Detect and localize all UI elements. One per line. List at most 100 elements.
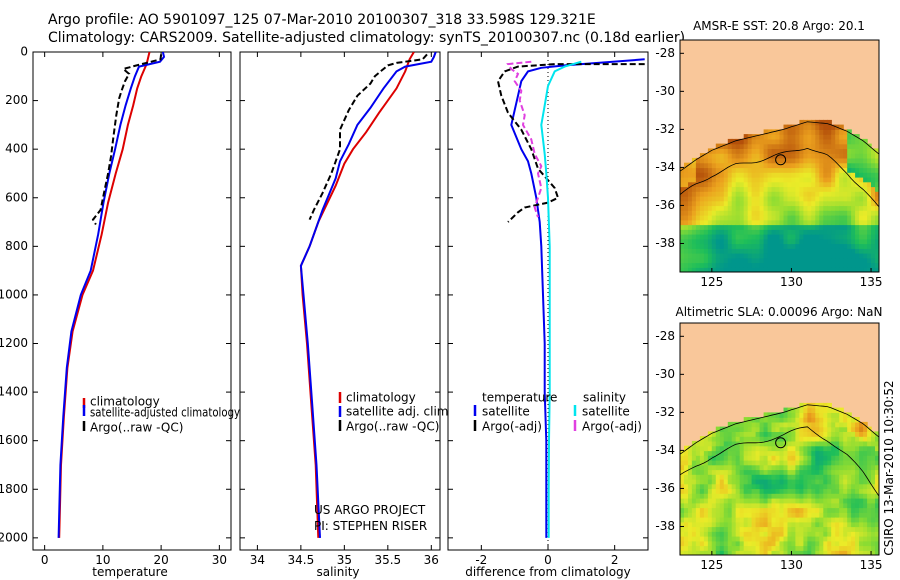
field-cell <box>695 267 701 272</box>
field-cell <box>835 162 840 169</box>
field-cell <box>851 459 856 466</box>
field-cell <box>703 536 709 542</box>
field-cell <box>779 502 785 509</box>
field-cell <box>707 267 713 272</box>
field-cell <box>759 191 765 197</box>
field-cell <box>707 224 713 230</box>
field-cell <box>847 176 852 183</box>
field-cell <box>839 176 844 183</box>
field-cell <box>731 526 737 532</box>
field-cell <box>755 521 761 528</box>
field-cell <box>835 421 840 428</box>
field-cell <box>859 431 864 437</box>
field-cell <box>839 488 844 494</box>
field-cell <box>755 512 761 518</box>
field-cell <box>759 134 765 140</box>
field-cell <box>707 502 713 509</box>
field-cell <box>803 134 808 140</box>
field-cell <box>811 200 816 207</box>
field-cell <box>851 243 856 249</box>
field-cell <box>759 162 765 169</box>
field-cell <box>771 459 777 466</box>
field-cell <box>763 498 769 504</box>
field-cell <box>775 253 781 259</box>
field-cell <box>807 521 812 528</box>
field-cell <box>695 186 701 192</box>
field-cell <box>759 512 765 518</box>
field-cell <box>703 167 709 173</box>
field-cell <box>783 526 789 532</box>
sla-map-title: Altimetric SLA: 0.00096 Argo: NaN <box>676 305 883 319</box>
field-cell <box>843 134 848 140</box>
field-cell <box>835 540 840 547</box>
field-cell <box>759 507 765 513</box>
field-cell <box>763 138 769 145</box>
field-cell <box>803 205 808 211</box>
field-cell <box>680 238 685 245</box>
field-cell <box>851 531 856 537</box>
field-cell <box>691 257 697 264</box>
field-cell <box>771 253 777 259</box>
field-cell <box>843 550 848 555</box>
field-cell <box>703 478 709 485</box>
field-cell <box>803 517 808 523</box>
field-cell <box>835 550 840 555</box>
field-cell <box>847 436 852 442</box>
field-cell <box>755 469 761 475</box>
field-cell <box>735 186 741 192</box>
field-cell <box>783 507 789 513</box>
field-cell <box>783 469 789 475</box>
field-cell <box>747 526 753 532</box>
field-cell <box>680 474 685 480</box>
field-cell <box>711 215 717 221</box>
field-cell <box>815 224 820 230</box>
field-cell <box>731 200 737 207</box>
field-cell <box>855 526 860 532</box>
field-cell <box>819 253 824 259</box>
field-cell <box>711 483 717 490</box>
field-cell <box>695 157 701 164</box>
field-cell <box>859 167 864 173</box>
field-cell <box>715 238 721 245</box>
field-cell <box>867 502 872 509</box>
field-cell <box>779 521 785 528</box>
field-cell <box>707 210 713 216</box>
field-cell <box>803 450 808 456</box>
field-cell <box>787 243 793 249</box>
field-cell <box>859 455 864 461</box>
y-tick-label: -38 <box>655 236 675 250</box>
field-cell <box>855 195 860 202</box>
field-cell <box>823 455 828 461</box>
field-cell <box>680 205 685 211</box>
field-cell <box>747 426 753 432</box>
field-cell <box>719 205 725 211</box>
field-cell <box>843 267 848 272</box>
field-cell <box>843 464 848 471</box>
field-cell <box>815 521 820 528</box>
field-cell <box>839 483 844 490</box>
field-cell <box>743 267 749 272</box>
field-cell <box>783 191 789 197</box>
field-cell <box>767 417 773 423</box>
field-cell <box>779 440 785 447</box>
field-cell <box>751 498 757 504</box>
field-cell <box>859 172 864 178</box>
field-cell <box>807 215 812 221</box>
field-cell <box>779 540 785 547</box>
field-cell <box>715 200 721 207</box>
field-cell <box>723 238 729 245</box>
field-cell <box>799 412 804 418</box>
field-cell <box>699 526 705 532</box>
legend-label-temp-satellite: satellite <box>482 405 530 419</box>
field-cell <box>735 488 741 494</box>
field-cell <box>739 550 745 555</box>
field-cell <box>699 464 705 471</box>
field-cell <box>875 507 879 513</box>
field-cell <box>855 474 860 480</box>
field-cell <box>735 464 741 471</box>
field-cell <box>863 445 868 452</box>
field-cell <box>695 445 701 452</box>
series-argo-raw-qc <box>308 53 428 221</box>
field-cell <box>747 181 753 188</box>
field-cell <box>767 464 773 471</box>
